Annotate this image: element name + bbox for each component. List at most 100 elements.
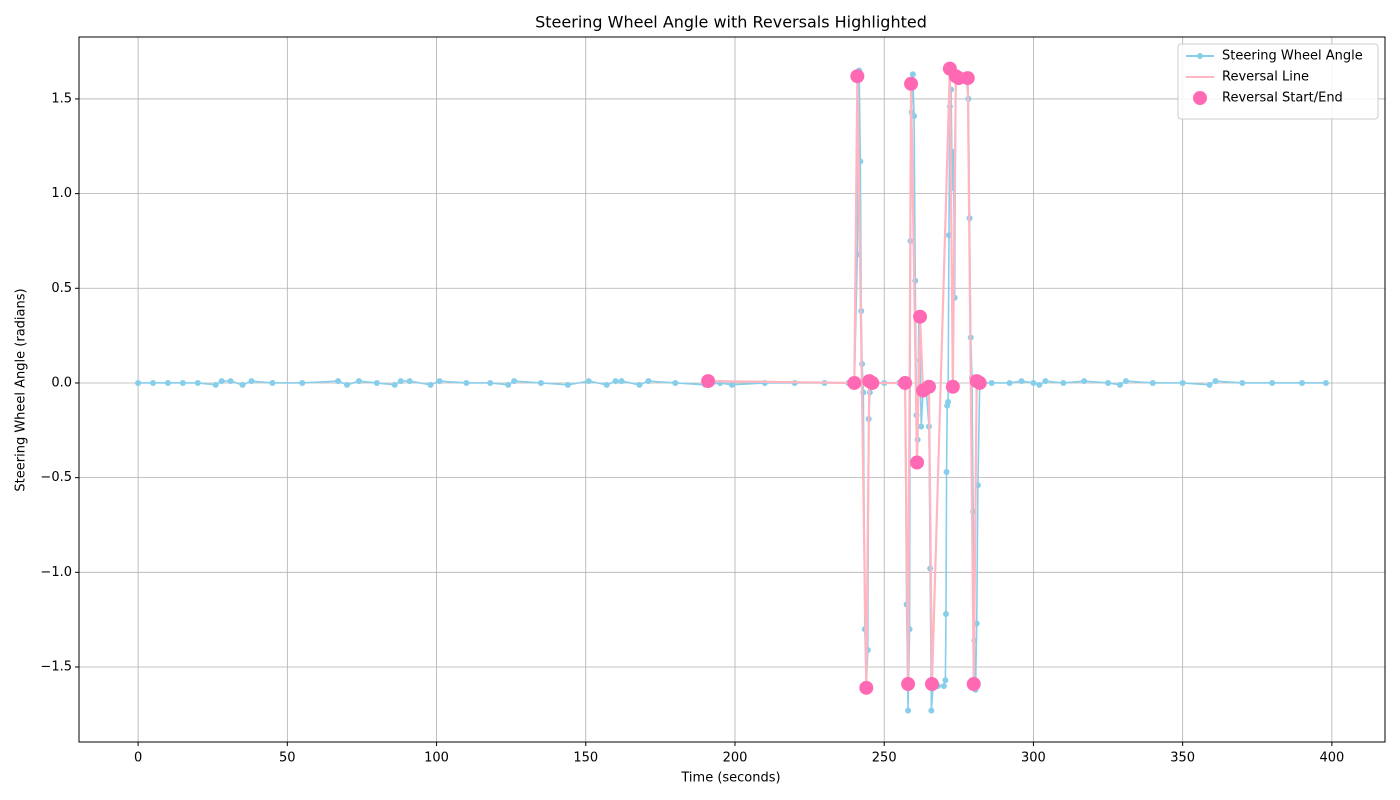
- series-marker: [960, 71, 975, 86]
- legend-label: Reversal Start/End: [1222, 91, 1343, 106]
- series-marker: [1081, 378, 1088, 385]
- series-marker: [1036, 381, 1043, 388]
- x-tick-label: 150: [573, 751, 598, 766]
- series-marker: [1212, 378, 1219, 385]
- x-tick-label: 100: [424, 751, 449, 766]
- series-marker: [1179, 379, 1186, 386]
- series-marker: [701, 374, 716, 389]
- series-marker: [898, 375, 913, 390]
- series-marker: [463, 379, 470, 386]
- y-tick-label: 0.5: [51, 281, 72, 296]
- series-marker: [150, 379, 157, 386]
- series-marker: [865, 375, 880, 390]
- series-marker: [909, 71, 916, 78]
- series-marker: [859, 680, 874, 695]
- series-marker: [1269, 379, 1276, 386]
- series-marker: [397, 378, 404, 385]
- series-marker: [1122, 378, 1129, 385]
- series-marker: [135, 379, 142, 386]
- series-marker: [355, 378, 362, 385]
- series-marker: [729, 381, 735, 388]
- series-marker: [636, 381, 643, 388]
- series-marker: [1149, 379, 1156, 386]
- series-marker: [945, 379, 960, 394]
- series-marker: [373, 379, 380, 386]
- series-marker: [391, 381, 398, 388]
- series-marker: [940, 682, 947, 689]
- series-marker: [505, 381, 512, 388]
- series-marker: [1105, 379, 1112, 386]
- series-marker: [1116, 381, 1123, 388]
- series-marker: [928, 707, 935, 714]
- y-tick-label: −1.0: [40, 565, 72, 580]
- series-marker: [537, 379, 544, 386]
- x-tick-label: 50: [279, 751, 296, 766]
- series-marker: [436, 378, 443, 385]
- series-marker: [511, 378, 518, 385]
- series-marker: [335, 378, 342, 385]
- x-tick-label: 350: [1170, 751, 1195, 766]
- legend-box: [1177, 43, 1379, 120]
- series-marker: [904, 76, 919, 91]
- series-marker: [645, 378, 652, 385]
- series-marker: [921, 379, 936, 394]
- x-tick-label: 400: [1319, 751, 1344, 766]
- series-marker: [1042, 378, 1049, 385]
- series-marker: [212, 381, 219, 388]
- x-tick-label: 200: [723, 751, 748, 766]
- legend: Steering Wheel Angle Reversal Line Reversa…: [1177, 43, 1379, 120]
- series-marker: [918, 423, 925, 430]
- series-marker: [910, 455, 925, 470]
- series-marker: [1030, 379, 1037, 386]
- series-marker: [1299, 379, 1306, 386]
- y-tick-label: 1.5: [51, 91, 72, 106]
- x-tick-label: 0: [134, 751, 142, 766]
- series-marker: [1006, 379, 1013, 386]
- plot-area: [135, 61, 1329, 714]
- y-tick-label: −1.5: [40, 660, 72, 675]
- series-marker: [218, 378, 225, 385]
- series-marker: [966, 677, 981, 692]
- series-marker: [672, 379, 679, 386]
- series-marker: [585, 378, 592, 385]
- series-marker: [1239, 379, 1246, 386]
- series-marker: [603, 381, 610, 388]
- legend-swatch: [1193, 91, 1207, 105]
- series-marker: [248, 378, 255, 385]
- series-marker: [1206, 381, 1213, 388]
- series-marker: [905, 707, 912, 714]
- x-axis-label: Time (seconds): [680, 771, 780, 786]
- series-marker: [1018, 378, 1025, 385]
- legend-label: Reversal Line: [1222, 70, 1309, 85]
- series-marker: [988, 379, 995, 386]
- series-marker: [924, 677, 939, 692]
- series-marker: [942, 677, 949, 684]
- series-marker: [299, 379, 306, 386]
- series-marker: [194, 379, 201, 386]
- x-tick-label: 300: [1021, 751, 1046, 766]
- series-marker: [406, 378, 413, 385]
- series-marker: [850, 69, 865, 84]
- series-marker: [564, 381, 571, 388]
- series-marker: [427, 381, 434, 388]
- y-tick-label: 1.0: [51, 186, 72, 201]
- series-marker: [943, 468, 950, 475]
- x-tick-label: 250: [872, 751, 897, 766]
- legend-label: Steering Wheel Angle: [1222, 49, 1363, 64]
- series-marker: [972, 375, 987, 390]
- axes-frame: [78, 36, 1386, 743]
- series-marker: [901, 677, 916, 692]
- series-marker: [1060, 379, 1067, 386]
- series-marker: [618, 378, 625, 385]
- series-marker: [344, 381, 351, 388]
- series-marker: [239, 381, 246, 388]
- series-marker: [164, 379, 171, 386]
- series-marker: [847, 375, 862, 390]
- series-marker: [227, 378, 234, 385]
- ticks: 0 50 100 150 200 250 300 350 400 −1.5 −1.0 −0.5 0.0 0…: [40, 91, 1344, 765]
- series-marker: [269, 379, 276, 386]
- y-tick-label: 0.0: [51, 375, 72, 390]
- legend-swatch: [1197, 53, 1203, 59]
- series-marker: [179, 379, 186, 386]
